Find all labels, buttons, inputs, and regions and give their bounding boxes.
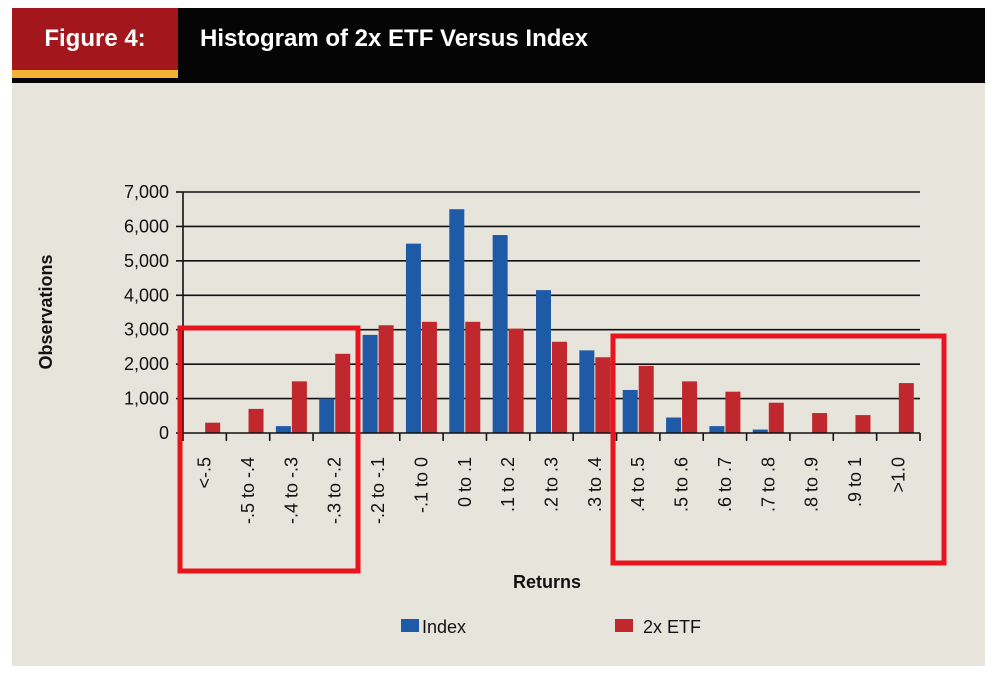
- etf-bar: [378, 325, 394, 433]
- index-bar: [536, 290, 551, 433]
- index-bar: [362, 334, 378, 433]
- etf-bar: [768, 402, 784, 433]
- y-tick-label: 4,000: [124, 285, 169, 305]
- index-bar: [666, 417, 682, 433]
- index-bar: [579, 350, 595, 433]
- legend-swatch-etf: [615, 619, 633, 632]
- index-bar: [709, 426, 725, 433]
- etf-bar: [508, 328, 524, 433]
- etf-bar: [421, 321, 437, 433]
- y-axis-title: Observations: [36, 254, 56, 369]
- x-axis-title: Returns: [513, 572, 581, 592]
- y-tick-label: 1,000: [124, 389, 169, 409]
- y-axis: 0 1,000 2,000 3,000 4,000 5,000 6,000 7,000: [124, 182, 184, 443]
- index-bar: [622, 389, 638, 433]
- index-bar: [449, 209, 465, 433]
- index-bar: [752, 429, 768, 433]
- index-bar: [492, 235, 508, 433]
- etf-bar: [465, 321, 481, 433]
- etf-bar: [812, 413, 828, 433]
- etf-bar: [291, 381, 307, 433]
- x-tick-label: -.2 to -.1: [368, 457, 388, 524]
- y-tick-label: 7,000: [124, 182, 169, 202]
- etf-bar: [855, 415, 871, 433]
- bars: [205, 209, 914, 433]
- figure-label-underline: [12, 70, 178, 78]
- etf-bar: [335, 353, 351, 433]
- figure-header: Figure 4: Histogram of 2x ETF Versus Ind…: [12, 8, 985, 83]
- x-tick-label: >1.0: [888, 457, 908, 493]
- x-tick-label: .9 to 1: [845, 457, 865, 507]
- x-tick-label: .7 to .8: [758, 457, 778, 512]
- figure-label: Figure 4:: [12, 8, 178, 70]
- etf-bar: [898, 383, 914, 433]
- highlight-box: [610, 333, 947, 566]
- highlight-boxes: [177, 325, 947, 574]
- etf-bar: [205, 422, 221, 433]
- y-tick-label: 3,000: [124, 320, 169, 340]
- etf-bar: [248, 408, 264, 433]
- x-tick-label: .1 to .2: [498, 457, 518, 512]
- index-bar: [319, 398, 335, 433]
- x-tick-label: -.1 to 0: [411, 457, 431, 513]
- legend-label-etf: 2x ETF: [643, 617, 701, 637]
- etf-bar: [552, 341, 567, 433]
- y-tick-label: 2,000: [124, 354, 169, 374]
- index-bar: [275, 426, 291, 433]
- y-tick-label: 0: [159, 423, 169, 443]
- x-tick-label: <-.5: [195, 457, 215, 489]
- x-tick-label: -.5 to -.4: [238, 457, 258, 524]
- x-tick-label: .4 to .5: [628, 457, 648, 512]
- x-tick-label: .3 to .4: [585, 457, 605, 512]
- x-tick-label: -.3 to -.2: [325, 457, 345, 524]
- x-tick-label: -.4 to -.3: [281, 457, 301, 524]
- etf-bar: [595, 357, 611, 433]
- etf-bar: [638, 365, 654, 433]
- x-tick-label: .2 to .3: [542, 457, 562, 512]
- x-axis: <-.5 -.5 to -.4 -.4 to -.3 -.3 to -.2 -.2 to…: [182, 432, 921, 524]
- figure-title: Histogram of 2x ETF Versus Index: [200, 25, 589, 52]
- highlight-box: [177, 325, 361, 574]
- etf-bar: [725, 391, 741, 433]
- legend-swatch-index: [401, 619, 419, 632]
- legend: Index 2x ETF: [401, 617, 701, 637]
- x-tick-label: 0 to .1: [455, 457, 475, 507]
- etf-bar: [682, 381, 698, 433]
- x-tick-label: .8 to .9: [802, 457, 822, 512]
- gridlines: [183, 191, 920, 400]
- index-bar: [405, 243, 421, 433]
- x-tick-label: .6 to .7: [715, 457, 735, 512]
- x-tick-label: .5 to .6: [672, 457, 692, 512]
- y-tick-label: 5,000: [124, 251, 169, 271]
- y-tick-label: 6,000: [124, 216, 169, 236]
- legend-label-index: Index: [422, 617, 466, 637]
